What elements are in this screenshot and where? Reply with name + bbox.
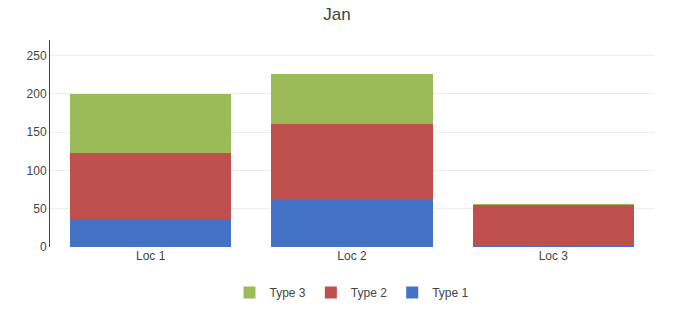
svg-text:Loc 3: Loc 3	[539, 249, 569, 263]
svg-text:150: 150	[27, 125, 47, 139]
svg-text:Type 2: Type 2	[351, 286, 387, 300]
svg-text:Type 1: Type 1	[432, 286, 468, 300]
svg-text:50: 50	[33, 202, 47, 216]
svg-text:0: 0	[40, 240, 47, 254]
svg-text:250: 250	[27, 49, 47, 63]
svg-text:100: 100	[27, 164, 47, 178]
svg-text:Jan: Jan	[323, 5, 350, 24]
svg-text:Loc 1: Loc 1	[136, 249, 166, 263]
svg-text:Type 3: Type 3	[270, 286, 306, 300]
svg-text:200: 200	[27, 87, 47, 101]
svg-text:Loc 2: Loc 2	[337, 249, 367, 263]
